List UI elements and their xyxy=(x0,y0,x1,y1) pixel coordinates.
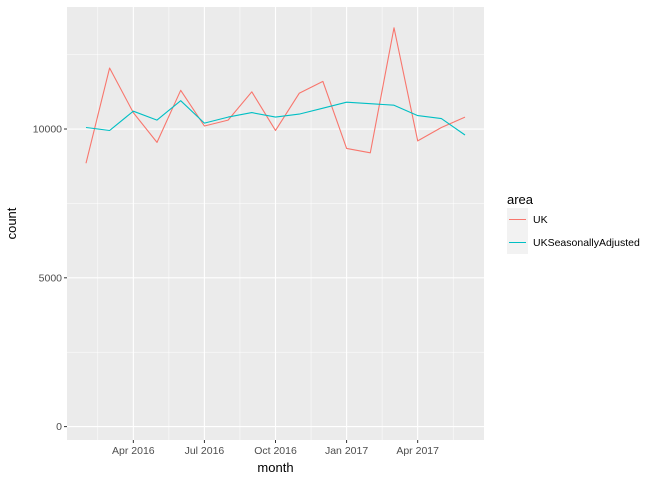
x-tick-label: Jan 2017 xyxy=(325,445,368,457)
legend-item-ukseasonallyadjusted: UKSeasonallyAdjusted xyxy=(507,231,640,254)
y-axis-title: count xyxy=(4,207,19,239)
x-tick-label: Oct 2016 xyxy=(254,445,297,457)
y-tick-label: 0 xyxy=(56,421,62,433)
series-line-uk xyxy=(85,27,466,164)
x-axis-title: month xyxy=(257,460,293,475)
x-tick-label: Apr 2017 xyxy=(396,445,439,457)
x-tick-label: Jul 2016 xyxy=(185,445,225,457)
x-axis: Apr 2016 Jul 2016 Oct 2016 Jan 2017 Apr 2017 xyxy=(112,440,439,457)
y-tick-label: 10000 xyxy=(33,124,62,136)
x-tick-label: Apr 2016 xyxy=(112,445,155,457)
legend-item-uk: UK xyxy=(507,208,548,231)
legend: area UK UKSeasonallyAdjusted xyxy=(507,192,640,254)
series-line-ukseasonallyadjusted xyxy=(85,100,466,136)
series-lines xyxy=(85,27,466,164)
y-tick-label: 5000 xyxy=(39,272,63,284)
grid-major xyxy=(67,7,484,440)
legend-label: UK xyxy=(533,214,548,226)
y-axis: 0 5000 10000 xyxy=(33,124,67,433)
legend-title: area xyxy=(507,192,534,207)
legend-label: UKSeasonallyAdjusted xyxy=(533,237,640,249)
